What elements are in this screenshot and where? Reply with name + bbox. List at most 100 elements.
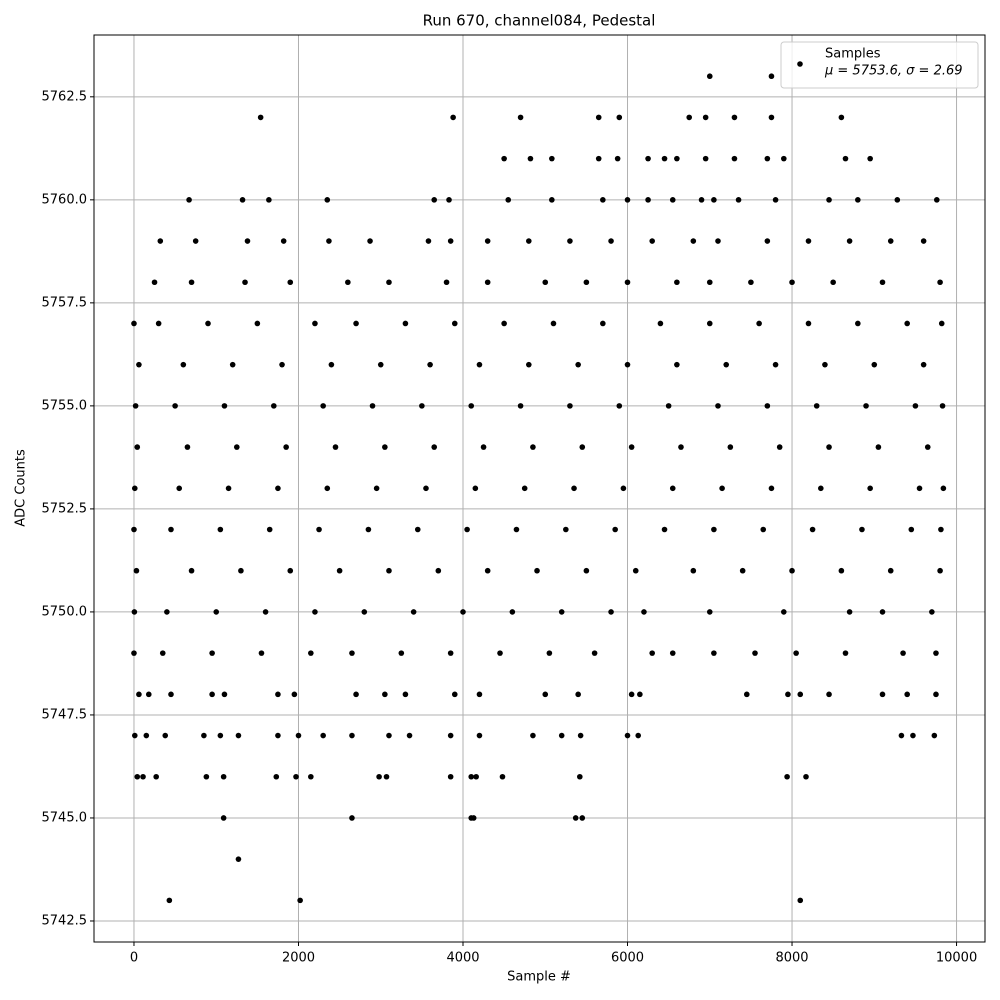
point bbox=[711, 526, 717, 533]
point bbox=[632, 567, 639, 574]
y-tick-label: 5750.0 bbox=[42, 604, 88, 619]
point bbox=[447, 732, 454, 739]
point bbox=[698, 197, 705, 203]
legend: Samples μ = 5753.6, σ = 2.69 bbox=[780, 41, 979, 89]
point bbox=[192, 238, 199, 244]
point bbox=[563, 526, 569, 533]
point bbox=[715, 238, 721, 244]
point bbox=[431, 197, 438, 203]
point bbox=[813, 403, 820, 409]
point bbox=[583, 567, 590, 574]
point bbox=[887, 238, 894, 244]
point bbox=[628, 691, 635, 698]
point bbox=[933, 650, 939, 656]
point bbox=[451, 691, 458, 698]
x-tick-label: 8000 bbox=[775, 951, 808, 966]
point bbox=[176, 485, 183, 492]
point bbox=[320, 403, 326, 409]
point bbox=[484, 279, 491, 286]
point bbox=[628, 444, 635, 450]
point bbox=[805, 238, 812, 244]
point bbox=[583, 279, 590, 286]
point bbox=[353, 320, 359, 327]
y-tick-label: 5762.5 bbox=[42, 89, 88, 104]
point bbox=[665, 403, 672, 409]
point bbox=[549, 197, 555, 203]
point bbox=[591, 650, 598, 656]
point bbox=[748, 279, 754, 286]
point bbox=[443, 279, 450, 286]
point bbox=[809, 526, 816, 533]
point bbox=[912, 403, 919, 409]
point bbox=[513, 526, 520, 533]
point bbox=[706, 609, 713, 615]
point bbox=[649, 238, 655, 244]
point bbox=[517, 114, 524, 121]
point bbox=[558, 732, 565, 739]
point bbox=[501, 155, 507, 162]
point bbox=[155, 320, 162, 327]
point bbox=[423, 485, 429, 492]
point bbox=[859, 526, 865, 533]
point bbox=[369, 403, 376, 409]
point bbox=[140, 773, 146, 780]
point bbox=[136, 691, 142, 698]
point bbox=[645, 155, 651, 162]
legend-marker bbox=[797, 61, 803, 67]
point bbox=[924, 444, 931, 450]
point bbox=[600, 197, 606, 203]
legend-label: Samples bbox=[825, 47, 881, 62]
x-axis-label: Sample # bbox=[507, 970, 571, 985]
point bbox=[624, 732, 631, 739]
point bbox=[550, 320, 557, 327]
point bbox=[526, 361, 532, 368]
point bbox=[213, 609, 220, 615]
point bbox=[435, 567, 442, 574]
y-tick-label: 5747.5 bbox=[42, 707, 88, 722]
point bbox=[894, 197, 901, 203]
point bbox=[776, 444, 783, 450]
point bbox=[863, 403, 869, 409]
point bbox=[450, 114, 456, 121]
point bbox=[743, 691, 750, 698]
point bbox=[143, 732, 150, 739]
point bbox=[797, 691, 804, 698]
point bbox=[291, 691, 298, 698]
point bbox=[168, 526, 174, 533]
point bbox=[273, 773, 280, 780]
point bbox=[674, 155, 680, 162]
point bbox=[497, 650, 503, 656]
point bbox=[172, 403, 178, 409]
point bbox=[131, 320, 137, 327]
point bbox=[789, 279, 795, 286]
point bbox=[768, 114, 775, 121]
point bbox=[205, 320, 211, 327]
point bbox=[166, 897, 173, 904]
point bbox=[473, 773, 479, 780]
point bbox=[620, 485, 627, 492]
point bbox=[867, 155, 873, 162]
point bbox=[345, 279, 351, 286]
point bbox=[242, 279, 248, 286]
point bbox=[164, 609, 170, 615]
point bbox=[542, 691, 549, 698]
point bbox=[203, 773, 210, 780]
point bbox=[201, 732, 207, 739]
point bbox=[661, 155, 668, 162]
point bbox=[235, 732, 242, 739]
point bbox=[904, 320, 910, 327]
point bbox=[377, 361, 384, 368]
point bbox=[280, 238, 287, 244]
point bbox=[760, 526, 767, 533]
point bbox=[711, 650, 717, 656]
point bbox=[402, 691, 409, 698]
point bbox=[846, 609, 853, 615]
point bbox=[295, 732, 302, 739]
point bbox=[931, 732, 938, 739]
point bbox=[781, 609, 787, 615]
point bbox=[898, 732, 905, 739]
point bbox=[879, 691, 886, 698]
point bbox=[361, 609, 368, 615]
point bbox=[715, 403, 721, 409]
point bbox=[575, 691, 581, 698]
